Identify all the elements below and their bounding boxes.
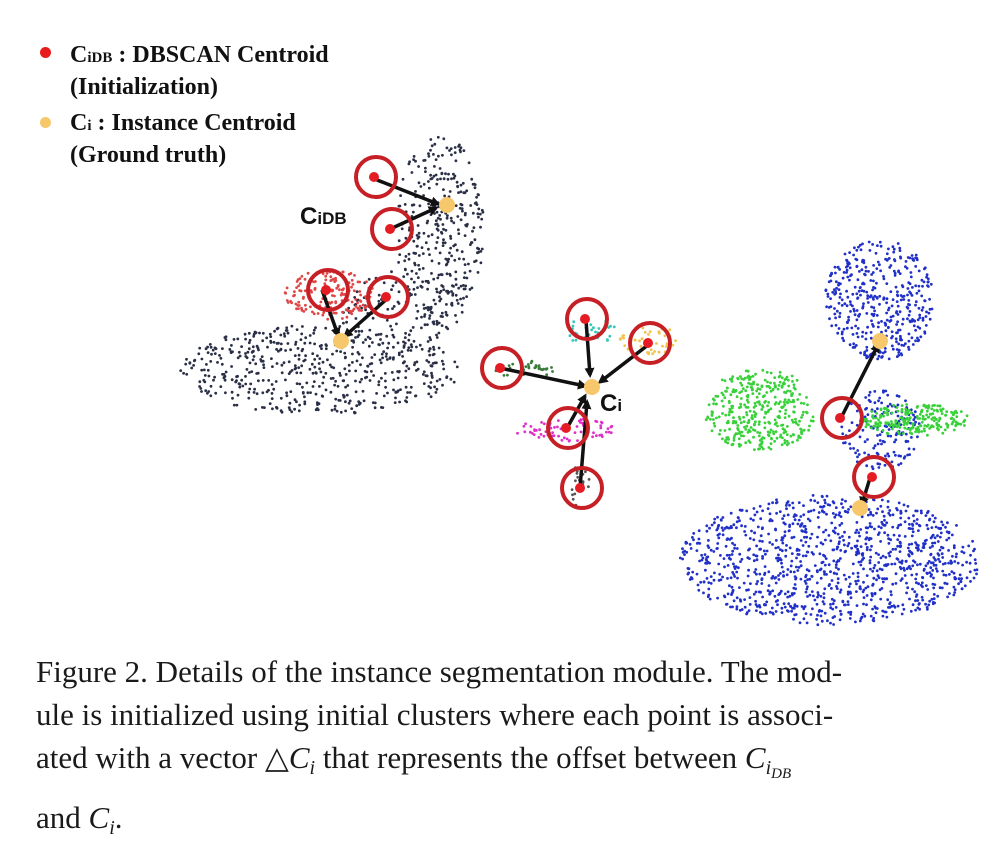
offset-arrow [320, 289, 341, 338]
initial-cluster-ring [565, 297, 609, 341]
initial-cluster-ring [370, 207, 414, 251]
initial-cluster-ring [366, 275, 410, 319]
caption-line-4: and Ci. [36, 800, 123, 839]
legend-dbscan-note: (Initialization) [70, 74, 218, 100]
offset-arrows [320, 176, 880, 507]
dbscan-centroid-dot [867, 472, 877, 482]
red-dot-icon [40, 47, 51, 58]
yellow-dot-icon [40, 117, 51, 128]
instance-centroid-dot [852, 500, 868, 516]
offset-arrow [840, 342, 880, 417]
initial-cluster-ring [852, 455, 896, 499]
legend-instance-note: (Ground truth) [70, 142, 227, 168]
centroid-markers [306, 155, 896, 516]
instance-centroid-dot [439, 197, 455, 213]
initial-cluster-ring [820, 396, 864, 440]
dbscan-centroid-dot [381, 292, 391, 302]
offset-arrow [342, 296, 390, 338]
dbscan-centroid-dot [580, 314, 590, 324]
caption-line-3: ated with a vector △Ci that represents t… [36, 740, 792, 782]
cidb-figure-label: CiDB [300, 203, 347, 230]
ci-label-sub: i [617, 396, 622, 415]
initial-cluster-ring [354, 155, 398, 199]
dbscan-centroid-dot [643, 338, 653, 348]
dbscan-centroid-dot [369, 172, 379, 182]
instance-centroid-dot [333, 333, 349, 349]
caption-line-2: ule is initialized using initial cluster… [36, 697, 834, 732]
offset-arrow [387, 206, 439, 232]
initial-cluster-ring [306, 268, 350, 312]
legend-dbscan-label: CiDB : DBSCAN Centroid [70, 42, 329, 68]
initial-cluster-ring [480, 346, 524, 390]
caption-line-1: Figure 2. Details of the instance segmen… [36, 654, 843, 689]
initial-cluster-ring [546, 406, 590, 450]
dbscan-centroid-dot [835, 413, 845, 423]
instance-centroid-dot [584, 379, 600, 395]
legend-instance-label: Ci : Instance Centroid [70, 110, 296, 136]
figure-caption: Figure 2. Details of the instance segmen… [36, 650, 956, 850]
cidb-label-main: C [300, 203, 317, 230]
offset-arrow [499, 366, 588, 390]
initial-cluster-ring [628, 321, 672, 365]
dbscan-centroid-dot [561, 423, 571, 433]
dbscan-centroid-dot [495, 363, 505, 373]
initial-cluster-ring [560, 466, 604, 510]
dbscan-centroid-dot [385, 224, 395, 234]
cidb-label-sub: iDB [317, 209, 346, 228]
offset-arrow [584, 319, 595, 378]
dbscan-centroid-dot [575, 483, 585, 493]
dbscan-centroid-dot [321, 285, 331, 295]
offset-arrow [597, 343, 650, 384]
ci-label-main: C [600, 390, 617, 417]
instance-segmentation-figure: CiDB Ci [179, 135, 979, 627]
offset-arrow [371, 176, 441, 207]
ci-figure-label: Ci [600, 390, 622, 417]
instance-centroid-dot [872, 333, 888, 349]
offset-arrow [859, 477, 872, 507]
